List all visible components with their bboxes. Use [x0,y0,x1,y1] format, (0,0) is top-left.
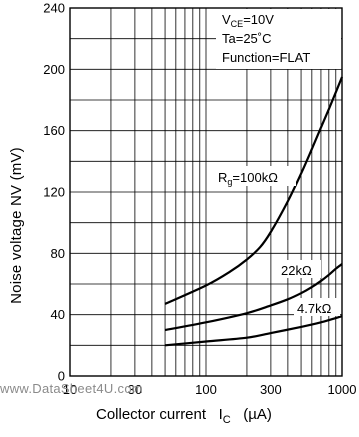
condition-function: Function=FLAT [222,50,310,65]
y-tick-label: 160 [43,123,65,138]
watermark-text: www.DataSheet4U.com [0,381,143,396]
axis-layer [69,7,343,377]
series-label-0: Rg=100kΩ [218,170,278,187]
x-axis-symbol-sub: C [222,414,231,426]
annotation-layer: Rg=100kΩ 22kΩ 4.7kΩ VCE=10V Ta=25˚C Function=… [214,9,341,316]
y-axis-title-text: Noise voltage NV (mV) [7,146,25,304]
condition-ta: Ta=25˚C [222,31,272,46]
x-tick-label: 300 [260,382,282,397]
x-tick-label: 1000 [328,382,357,397]
series-label-bg-1 [277,260,321,278]
conditions-box-bg [216,9,341,69]
x-tick-label: 10 [63,382,77,397]
x-axis-title: Collector current IC (µA) [96,406,346,426]
series-layer [164,76,344,347]
tick-label-layer: 0 40 80 120 160 200 240 10 30 100 300 1000 [43,1,356,398]
x-axis-title-text: Collector current [96,406,207,423]
series-label-2: 4.7kΩ [297,301,332,316]
x-tick-label: 100 [195,382,217,397]
y-tick-label: 0 [58,369,65,384]
x-tick-label: 30 [128,382,142,397]
series-line-1 [164,263,343,332]
y-tick-label: 80 [51,246,65,261]
x-axis-symbol: I [218,406,223,423]
x-axis-unit: (µA) [243,406,272,423]
y-axis-title: Noise voltage NV (mV) [4,140,28,310]
y-tick-label: 120 [43,185,65,200]
series-line-0 [164,76,344,305]
series-label-bg-2 [294,298,340,316]
series-line-2 [164,315,343,347]
series-label-bg-0 [214,166,296,186]
condition-vce: VCE=10V [222,12,274,29]
plot-frame [69,7,343,377]
y-tick-label: 240 [43,1,65,16]
y-tick-label: 200 [43,62,65,77]
y-tick-label: 40 [51,307,65,322]
series-label-1: 22kΩ [281,263,312,278]
